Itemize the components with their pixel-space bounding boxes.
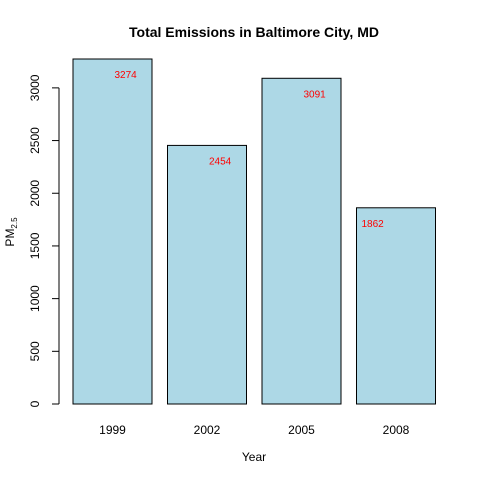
x-tick-labels: 1999 2002 2005 2008	[99, 423, 410, 437]
y-tick-label: 1500	[28, 232, 42, 259]
y-tick-label: 500	[28, 341, 42, 361]
x-tick-label-2002: 2002	[194, 423, 221, 437]
x-tick-label-1999: 1999	[99, 423, 126, 437]
y-axis-label-subscript: 2.5	[10, 217, 19, 229]
data-labels-group: 3274 2454 3091 1862	[115, 70, 385, 230]
y-tick-label: 1000	[28, 285, 42, 312]
bars-group	[72, 58, 436, 405]
x-tick-label-2005: 2005	[288, 423, 315, 437]
data-label-2005: 3091	[304, 89, 327, 100]
y-axis-label-main: PM	[3, 229, 17, 247]
y-tick-label: 0	[28, 400, 42, 407]
y-axis: 0 500 1000 1500 2000 2500 3000	[28, 74, 60, 407]
y-tick-label: 2000	[28, 180, 42, 207]
x-axis-label: Year	[242, 450, 266, 464]
bar-2005	[261, 77, 342, 405]
data-label-2002: 2454	[209, 156, 232, 167]
y-tick-label: 3000	[28, 74, 42, 101]
x-tick-label-2008: 2008	[383, 423, 410, 437]
bar-2002	[167, 144, 247, 405]
y-tick-label: 2500	[28, 127, 42, 154]
chart-title: Total Emissions in Baltimore City, MD	[129, 24, 379, 40]
y-axis-label: PM2.5	[3, 217, 19, 247]
data-label-2008: 1862	[362, 219, 385, 230]
bar-2008	[356, 207, 436, 405]
bar-1999	[72, 58, 153, 405]
data-label-1999: 3274	[115, 70, 138, 81]
